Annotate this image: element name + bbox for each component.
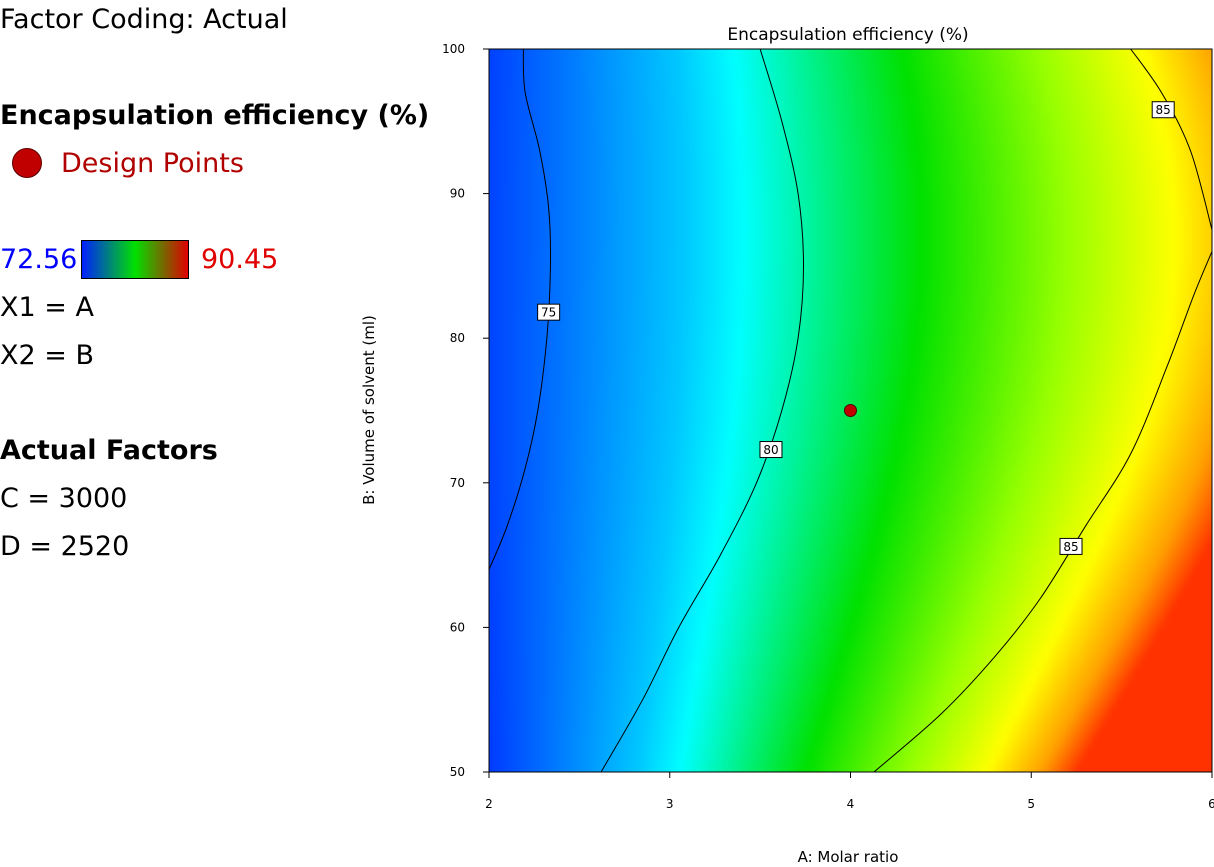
factor-c-value: C = 3000	[0, 483, 128, 514]
contour-line-3	[1130, 49, 1212, 230]
x-tick-label: 5	[1027, 797, 1035, 811]
factor-d-value: D = 2520	[0, 531, 130, 562]
response-title: Encapsulation efficiency (%)	[0, 100, 430, 131]
design-points-label: Design Points	[61, 148, 244, 179]
y-tick-label: 60	[450, 620, 465, 634]
x-tick-label: 2	[485, 797, 493, 811]
actual-factors-title: Actual Factors	[0, 435, 218, 466]
contour-label: 75	[541, 306, 556, 320]
contour-label-box	[1059, 537, 1083, 555]
y-tick-label: 50	[450, 765, 465, 779]
y-tick-label: 70	[450, 476, 465, 490]
x-tick-label: 3	[666, 797, 674, 811]
x2-mapping: X2 = B	[0, 340, 94, 371]
contour-line-0	[489, 49, 552, 570]
contour-line-2	[873, 251, 1212, 772]
x-axis: 2 3 4 5 6	[485, 772, 1214, 811]
chart-title: Encapsulation efficiency (%)	[727, 25, 968, 45]
design-points	[844, 404, 857, 417]
y-axis: 50 60 70 80 90 100	[442, 42, 489, 779]
plot-frame	[488, 48, 1213, 773]
y-tick-label: 80	[450, 331, 465, 345]
color-scale-min: 72.56	[0, 244, 78, 275]
x-tick-label: 4	[847, 797, 855, 811]
x-axis-label: A: Molar ratio	[798, 848, 899, 866]
x1-mapping: X1 = A	[0, 292, 94, 323]
x-tick-label: 6	[1208, 797, 1214, 811]
factor-coding-label: Factor Coding: Actual	[0, 4, 288, 35]
heatmap-surface	[489, 49, 1212, 772]
color-scale-bar	[81, 240, 189, 279]
design-point	[844, 404, 857, 417]
legend-panel: Factor Coding: Actual Encapsulation effi…	[0, 0, 429, 867]
contour-label-box	[537, 303, 561, 321]
contour-line-1	[600, 49, 805, 772]
color-scale-max: 90.45	[201, 244, 279, 275]
contour-label: 80	[763, 443, 778, 457]
contour-label-box	[1151, 101, 1175, 119]
y-tick-label: 100	[442, 42, 465, 56]
contour-lines	[489, 49, 1212, 772]
design-point-marker-icon	[12, 148, 42, 178]
y-tick-label: 90	[450, 187, 465, 201]
contour-label: 85	[1156, 103, 1171, 117]
contour-label: 85	[1063, 540, 1078, 554]
contour-label-box	[759, 441, 783, 459]
contour-labels: 75 80 85 85	[537, 101, 1175, 555]
